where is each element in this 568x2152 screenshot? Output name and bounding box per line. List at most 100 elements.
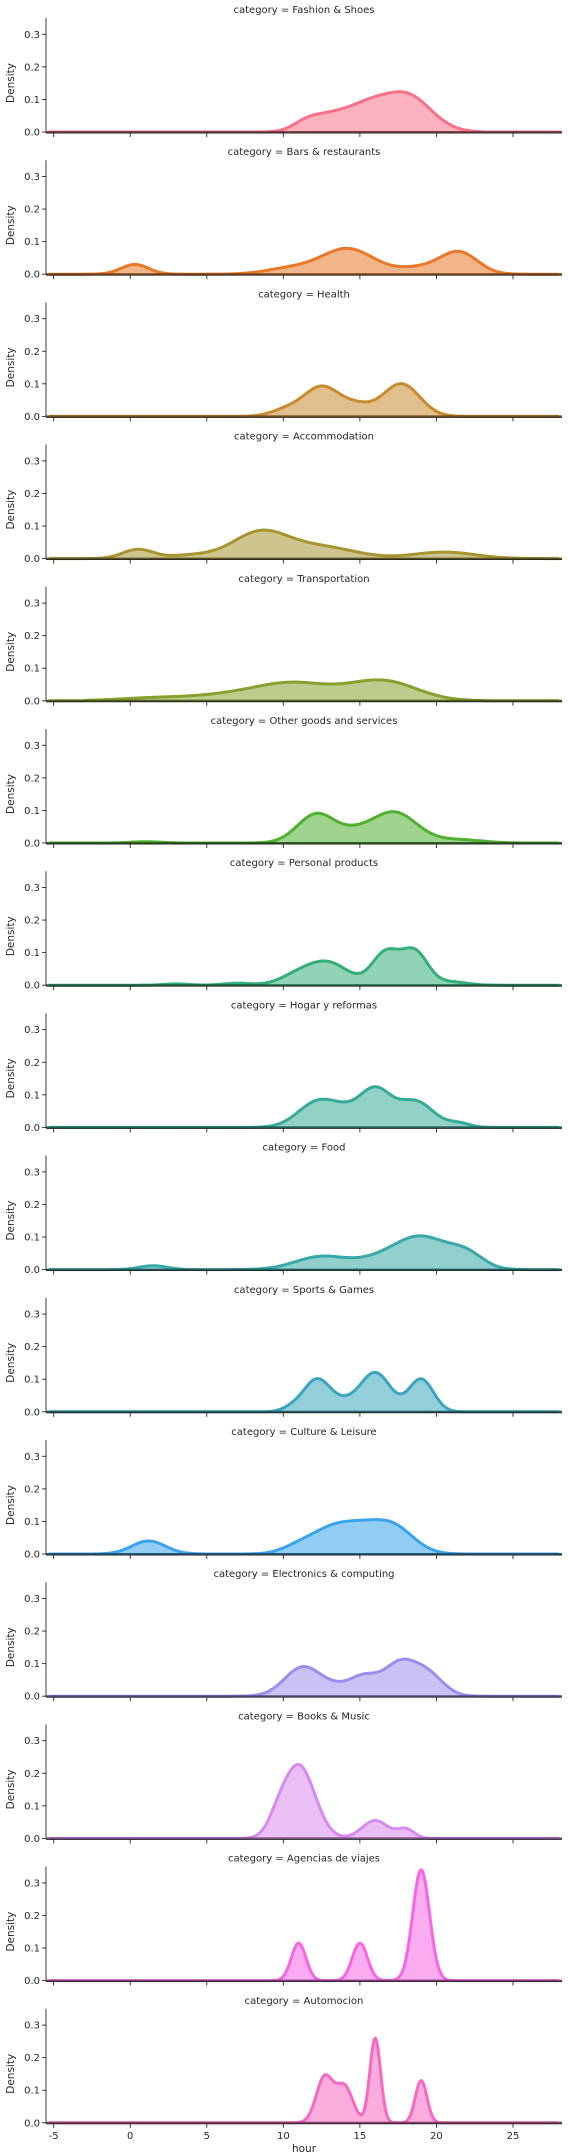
density-area [49, 1519, 559, 1554]
y-tick-label: 0.3 [24, 1310, 40, 1321]
y-tick-label: 0.2 [24, 916, 40, 927]
facet-title: category = Sports & Games [234, 1285, 374, 1296]
y-tick-label: 0.3 [24, 1594, 40, 1605]
y-tick-label: 0.3 [24, 1167, 40, 1178]
y-tick-label: 0.2 [24, 1911, 40, 1922]
y-tick-label: 0.2 [24, 1342, 40, 1353]
density-area [49, 1659, 559, 1697]
y-tick-label: 0.1 [24, 948, 40, 959]
x-tick-label: 25 [507, 2131, 520, 2142]
facet-title: category = Books & Music [238, 1711, 370, 1722]
density-line [48, 528, 560, 561]
y-tick-label: 0.3 [24, 172, 40, 183]
facet-panel: category = Bars & restaurants 0.0 0.1 0.2 0.… [5, 147, 562, 281]
facet-panel: category = Sports & Games 0.0 0.1 0.2 0.3 Den… [5, 1285, 562, 1418]
y-tick-label: 0.2 [24, 347, 40, 358]
y-tick-label: 0.2 [24, 489, 40, 500]
y-tick-label: 0.2 [24, 205, 40, 216]
density-line [48, 1234, 560, 1272]
facet-title: category = Automocion [245, 1996, 364, 2007]
y-tick-label: 0.0 [24, 1123, 40, 1134]
y-tick-label: 0.1 [24, 2086, 40, 2097]
x-tick-label: 20 [430, 2131, 443, 2142]
y-tick-label: 0.0 [24, 839, 40, 850]
y-tick-label: 0.1 [24, 379, 40, 390]
y-tick-label: 0.1 [24, 1375, 40, 1386]
facet-panel: category = Books & Music 0.0 0.1 0.2 0.3 Dens… [5, 1711, 562, 1845]
y-tick-label: 0.1 [24, 664, 40, 675]
y-axis-label: Density [5, 1627, 17, 1667]
density-area [49, 248, 559, 275]
density-area [49, 1235, 559, 1270]
facet-title: category = Agencias de viajes [228, 1854, 380, 1865]
y-axis-label: Density [5, 63, 17, 103]
facet-title: category = Health [258, 289, 350, 300]
y-axis-label: Density [5, 1343, 17, 1383]
y-tick-label: 0.3 [24, 599, 40, 610]
facet-panel: category = Transportation 0.0 0.1 0.2 0.3 Den… [5, 574, 562, 707]
y-tick-label: 0.0 [24, 1407, 40, 1418]
y-tick-label: 0.1 [24, 1801, 40, 1812]
density-area [49, 679, 559, 701]
y-tick-label: 0.0 [24, 554, 40, 565]
x-tick-label: 5 [204, 2131, 210, 2142]
y-axis-label: Density [5, 1912, 17, 1952]
y-tick-label: 0.0 [24, 2118, 40, 2129]
y-tick-label: 0.3 [24, 741, 40, 752]
density-area [49, 530, 559, 559]
facet-title: category = Other goods and services [211, 716, 398, 727]
y-axis-label: Density [5, 632, 17, 672]
facet-title: category = Personal products [230, 858, 378, 869]
y-axis-label: Density [5, 347, 17, 387]
y-axis-label: Density [5, 1769, 17, 1809]
y-tick-label: 0.2 [24, 1484, 40, 1495]
y-tick-label: 0.3 [24, 1878, 40, 1889]
density-line [48, 246, 560, 276]
density-line [48, 2036, 560, 2125]
facet-title: category = Hogar y reformas [231, 1000, 377, 1011]
y-tick-label: 0.3 [24, 1736, 40, 1747]
y-tick-label: 0.1 [24, 1233, 40, 1244]
x-tick-label: 10 [277, 2131, 290, 2142]
y-tick-label: 0.1 [24, 1090, 40, 1101]
facet-panel: category = Other goods and services 0.0 0.… [5, 716, 562, 850]
facet-title: category = Accommodation [234, 432, 374, 443]
facet-panel: category = Fashion & Shoes 0.0 0.1 0.2 0.3 De… [5, 5, 562, 139]
x-tick-label: -5 [49, 2131, 59, 2142]
density-area [49, 1764, 559, 1839]
y-tick-label: 0.0 [24, 1834, 40, 1845]
y-tick-label: 0.0 [24, 128, 40, 139]
facet-title: category = Fashion & Shoes [234, 5, 375, 16]
facet-panel: category = Food 0.0 0.1 0.2 0.3 Density [5, 1143, 562, 1276]
y-tick-label: 0.2 [24, 1627, 40, 1638]
y-tick-label: 0.0 [24, 981, 40, 992]
facet-title: category = Food [263, 1143, 346, 1154]
y-tick-label: 0.2 [24, 1769, 40, 1780]
density-area [49, 2038, 559, 2123]
y-tick-label: 0.2 [24, 1200, 40, 1211]
y-tick-label: 0.0 [24, 1265, 40, 1276]
facet-title: category = Transportation [238, 574, 369, 585]
y-tick-label: 0.0 [24, 1550, 40, 1561]
y-tick-label: 0.3 [24, 2021, 40, 2032]
facet-panel: category = Electronics & computing 0.0 0.1… [5, 1569, 562, 1703]
y-tick-label: 0.1 [24, 1944, 40, 1955]
facet-title: category = Bars & restaurants [228, 147, 381, 158]
y-axis-label: Density [5, 2054, 17, 2094]
y-tick-label: 0.1 [24, 237, 40, 248]
facet-title: category = Culture & Leisure [231, 1427, 376, 1438]
y-tick-label: 0.3 [24, 456, 40, 467]
y-tick-label: 0.0 [24, 270, 40, 281]
y-tick-label: 0.2 [24, 773, 40, 784]
y-tick-label: 0.3 [24, 314, 40, 325]
y-axis-label: Density [5, 490, 17, 530]
x-axis-label: hour [292, 2143, 317, 2152]
y-tick-label: 0.2 [24, 1058, 40, 1069]
facet-title: category = Electronics & computing [213, 1569, 394, 1580]
y-axis-label: Density [5, 205, 17, 245]
y-tick-label: 0.3 [24, 1025, 40, 1036]
y-axis-label: Density [5, 774, 17, 814]
x-tick-label: 0 [127, 2131, 133, 2142]
y-tick-label: 0.1 [24, 95, 40, 106]
y-tick-label: 0.0 [24, 1976, 40, 1987]
